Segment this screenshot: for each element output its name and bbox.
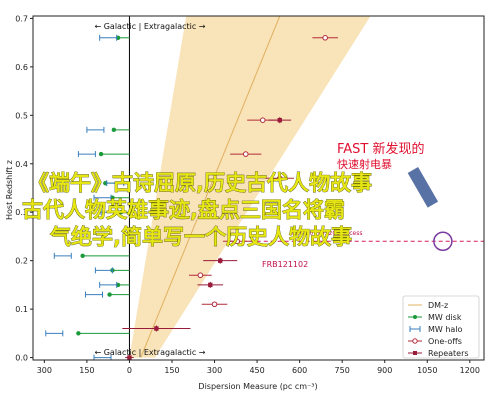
mw-halo-point-4 xyxy=(93,194,112,201)
y-axis-ticks: 0.0 0.1 0.2 0.3 0.4 0.5 0.6 0.7 xyxy=(15,14,33,363)
y-tick-label: 0.6 xyxy=(15,63,28,72)
frb20190520b-label: FRB 20190520B excess xyxy=(292,230,362,237)
mw-disk-point-0 xyxy=(115,35,130,41)
x-axis-ticks: 300 150 0 150 300 450 600 750 900 1050 1200 xyxy=(37,360,480,375)
one-offs-point-5 xyxy=(189,272,212,279)
overlay-caption-line1: 《端午》古诗屈原,历史古代人物故事 xyxy=(28,171,372,195)
y-tick-label: 0.5 xyxy=(15,111,28,120)
x-tick-label: 450 xyxy=(249,366,264,375)
x-tick-label: 0 xyxy=(127,366,132,375)
repeaters-point-1 xyxy=(203,257,238,264)
legend-mw-halo: MW halo xyxy=(428,325,463,334)
mw-halo-point-6 xyxy=(53,252,72,259)
mw-halo-point-2 xyxy=(77,151,96,158)
mw-halo-point-5 xyxy=(100,209,119,216)
x-tick-label: 150 xyxy=(164,366,179,375)
x-axis-label: Dispersion Measure (pc cm⁻³) xyxy=(198,382,317,391)
x-tick-label: 300 xyxy=(37,366,52,375)
legend-mw-halo-marker xyxy=(409,326,421,332)
mw-halo-point-8 xyxy=(99,281,118,288)
overlay-caption-line3: 气绝学,简单写一个历史人物故事 xyxy=(49,225,352,249)
one-offs-point-0 xyxy=(312,35,338,41)
y-tick-label: 0.4 xyxy=(15,160,28,169)
mw-disk-point-8 xyxy=(115,282,130,288)
legend-oneoffs: One-offs xyxy=(428,337,462,346)
legend-repeaters-marker xyxy=(413,351,417,355)
legend-dmz: DM-z xyxy=(428,301,448,310)
dm-z-line xyxy=(140,16,281,358)
mw-halo-point-10 xyxy=(45,330,64,337)
frb121102-label: FRB121102 xyxy=(262,260,308,269)
mw-disk-point-10 xyxy=(76,331,130,336)
x-tick-label: 600 xyxy=(292,366,307,375)
plot-frame xyxy=(32,15,485,361)
one-offs-point-4 xyxy=(223,238,252,245)
legend-mw-disk-marker xyxy=(413,315,417,319)
y-tick-label: 0.2 xyxy=(15,257,28,266)
y-tick-label: 0.3 xyxy=(15,208,28,217)
mw-disk-point-6 xyxy=(80,253,130,259)
mw-disk-point-9 xyxy=(107,292,130,297)
overlay-caption-line2: 古代人物英雄事迹,盘点三国名将霸 xyxy=(22,198,345,222)
mw-disk-point-2 xyxy=(98,151,130,157)
x-tick-label: 300 xyxy=(207,366,222,375)
band-label-bottom: ← Galactic | Extragalactic → xyxy=(94,348,205,357)
fast-frb-error-region xyxy=(407,166,439,208)
y-tick-label: 0.0 xyxy=(15,354,28,363)
mw-disk-point-7 xyxy=(110,268,130,273)
one-offs-point-2 xyxy=(230,151,262,157)
mw-halo-point-1 xyxy=(86,126,105,133)
mw-disk-point-5 xyxy=(118,210,130,215)
fast-label-line2: 快速射电暴 xyxy=(337,157,392,171)
repeaters-point-3 xyxy=(122,325,191,332)
x-tick-label: 1050 xyxy=(417,366,437,375)
one-offs-point-6 xyxy=(201,301,228,308)
mw-halo-point-7 xyxy=(94,267,113,274)
legend-repeaters: Repeaters xyxy=(428,349,469,358)
legend-mw-disk: MW disk xyxy=(428,313,462,322)
mw-halo-point-3 xyxy=(106,180,125,187)
legend-oneoffs-marker xyxy=(412,338,418,344)
band-label-top: ← Galactic | Extragalactic → xyxy=(94,22,205,31)
y-axis-label: Host Redshift z xyxy=(5,160,14,220)
x-tick-label: 150 xyxy=(79,366,94,375)
legend: DM-z MW disk MW halo One-offs Repeaters xyxy=(402,295,480,359)
fast-frb-highlight xyxy=(433,231,453,252)
repeaters-point-2 xyxy=(197,281,224,288)
one-offs-point-3 xyxy=(265,175,294,182)
y-tick-label: 0.7 xyxy=(15,14,28,23)
mw-halo-point-0 xyxy=(99,34,118,41)
y-tick-label: 0.1 xyxy=(15,305,28,314)
data-marks xyxy=(45,34,338,360)
dm-z-band xyxy=(129,16,371,358)
mw-halo-point-9 xyxy=(84,291,103,298)
fast-label-line1: FAST 新发现的 xyxy=(337,141,425,157)
repeaters-point-0 xyxy=(268,117,292,124)
x-tick-label: 1200 xyxy=(460,366,480,375)
x-tick-label: 900 xyxy=(377,366,392,375)
x-tick-label: 750 xyxy=(335,366,350,375)
mw-disk-point-1 xyxy=(111,127,130,133)
